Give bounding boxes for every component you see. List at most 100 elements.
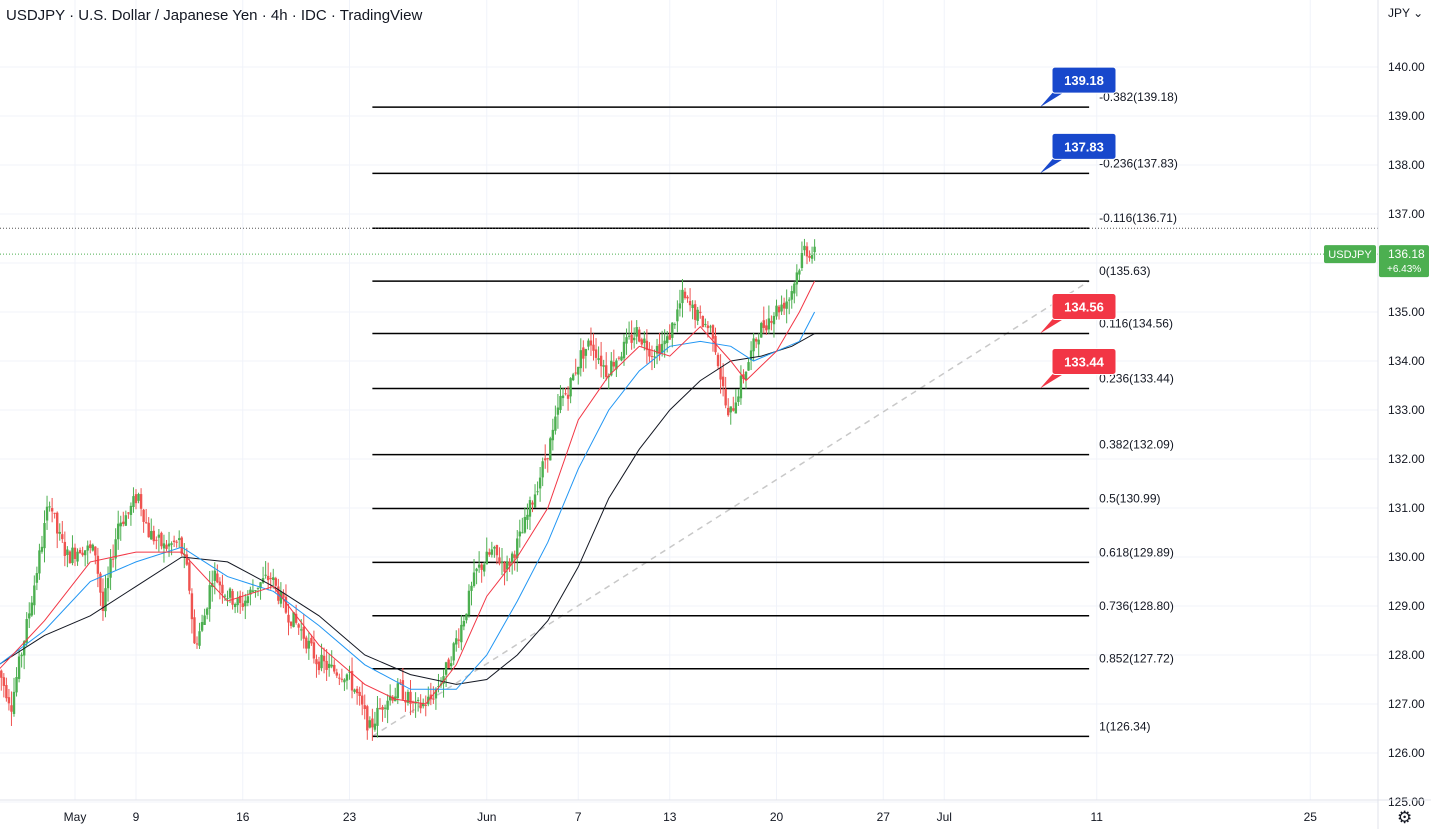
fib-level-label: -0.116(136.71) <box>1099 211 1177 225</box>
candle-body <box>96 555 100 574</box>
candle-body <box>556 407 560 415</box>
y-tick-label: 129.00 <box>1388 599 1425 613</box>
candle-body <box>231 591 234 605</box>
candle-body <box>620 356 623 361</box>
candle-body <box>132 496 135 507</box>
candle-body <box>61 534 64 540</box>
candle-body <box>544 458 547 461</box>
candle-body <box>505 561 509 570</box>
candlestick-series <box>0 238 816 741</box>
candle-body <box>442 676 445 684</box>
candle-body <box>465 613 468 621</box>
candle-body <box>28 613 31 619</box>
candle-body <box>490 549 494 555</box>
gear-icon[interactable]: ⚙ <box>1397 808 1413 827</box>
candle-body <box>218 581 222 586</box>
x-tick-label: 23 <box>343 810 357 824</box>
candle-body <box>510 553 514 564</box>
candle-body <box>289 621 293 626</box>
callout-box <box>1051 132 1117 160</box>
y-tick-label: 127.00 <box>1388 697 1425 711</box>
candle-body <box>378 708 382 710</box>
candle-body <box>432 698 435 700</box>
price-badge-change: +6.43% <box>1387 264 1421 275</box>
candle-body <box>175 541 178 543</box>
candle-body <box>106 578 110 589</box>
candle-body <box>477 564 481 568</box>
candle-body <box>266 575 270 581</box>
candle-body <box>577 366 580 375</box>
candle-body <box>521 532 524 534</box>
candle-body <box>185 554 189 565</box>
candle-body <box>775 305 778 317</box>
candle-body <box>701 315 704 328</box>
candle-body <box>198 631 201 646</box>
candle-body <box>53 512 56 514</box>
candle-body <box>160 532 163 547</box>
trendline-layer <box>371 280 1090 737</box>
fib-level-label: 0.116(134.56) <box>1099 317 1173 331</box>
candle-body <box>732 408 735 411</box>
callout-label: 137.83 <box>1064 139 1104 154</box>
candle-body <box>782 302 786 309</box>
x-tick-label: 25 <box>1304 810 1318 824</box>
ema-mid-line <box>0 311 816 690</box>
candle-body <box>805 246 809 257</box>
candle-body <box>599 355 603 367</box>
candle-body <box>650 356 654 358</box>
candle-body <box>317 661 321 671</box>
trendline <box>371 280 1090 737</box>
candle-body <box>89 544 92 549</box>
candle-body <box>340 678 344 680</box>
candle-body <box>91 544 94 551</box>
candle-body <box>170 543 173 545</box>
candle-body <box>399 682 402 684</box>
candle-body <box>178 538 181 541</box>
candle-body <box>40 546 44 552</box>
fib-level-label: -0.382(139.18) <box>1099 90 1178 104</box>
candle-body <box>358 691 361 696</box>
candle-body <box>754 338 758 342</box>
candle-body <box>546 458 549 460</box>
candle-body <box>38 550 41 574</box>
candle-body <box>523 516 527 533</box>
candle-body <box>793 283 796 294</box>
fib-level-label: 0.236(133.44) <box>1099 371 1174 385</box>
candle-body <box>467 590 471 616</box>
candle-body <box>228 588 232 598</box>
candle-body <box>325 660 328 670</box>
candle-body <box>205 608 209 615</box>
candle-body <box>683 291 687 299</box>
fib-level-label: -0.236(137.83) <box>1099 156 1178 170</box>
y-tick-label: 132.00 <box>1388 452 1425 466</box>
candle-body <box>688 300 692 306</box>
candle-body <box>315 659 318 665</box>
candle-body <box>99 573 102 593</box>
candle-body <box>437 686 440 688</box>
candle-body <box>493 547 496 549</box>
candle-body <box>803 245 806 251</box>
candle-body <box>648 349 651 357</box>
x-tick-label: Jul <box>937 810 952 824</box>
candle-body <box>172 540 176 543</box>
candle-body <box>470 585 473 591</box>
candle-body <box>653 356 656 358</box>
candle-body <box>721 376 725 387</box>
candle-body <box>538 477 542 489</box>
callout-box <box>1051 293 1117 321</box>
candle-body <box>541 461 544 478</box>
candle-body <box>76 551 79 562</box>
candle-body <box>302 626 305 639</box>
candle-body <box>43 523 46 549</box>
candle-body <box>640 339 643 345</box>
candle-body <box>292 612 295 628</box>
currency-selector[interactable]: JPY ⌄ <box>1388 6 1423 20</box>
candle-body <box>513 554 516 558</box>
candle-body <box>500 562 504 564</box>
candle-body <box>518 531 521 537</box>
fib-level-label: 0(135.63) <box>1099 264 1150 278</box>
fib-level-label: 0.852(127.72) <box>1099 652 1174 666</box>
candle-body <box>434 688 438 699</box>
candle-body <box>475 568 478 572</box>
